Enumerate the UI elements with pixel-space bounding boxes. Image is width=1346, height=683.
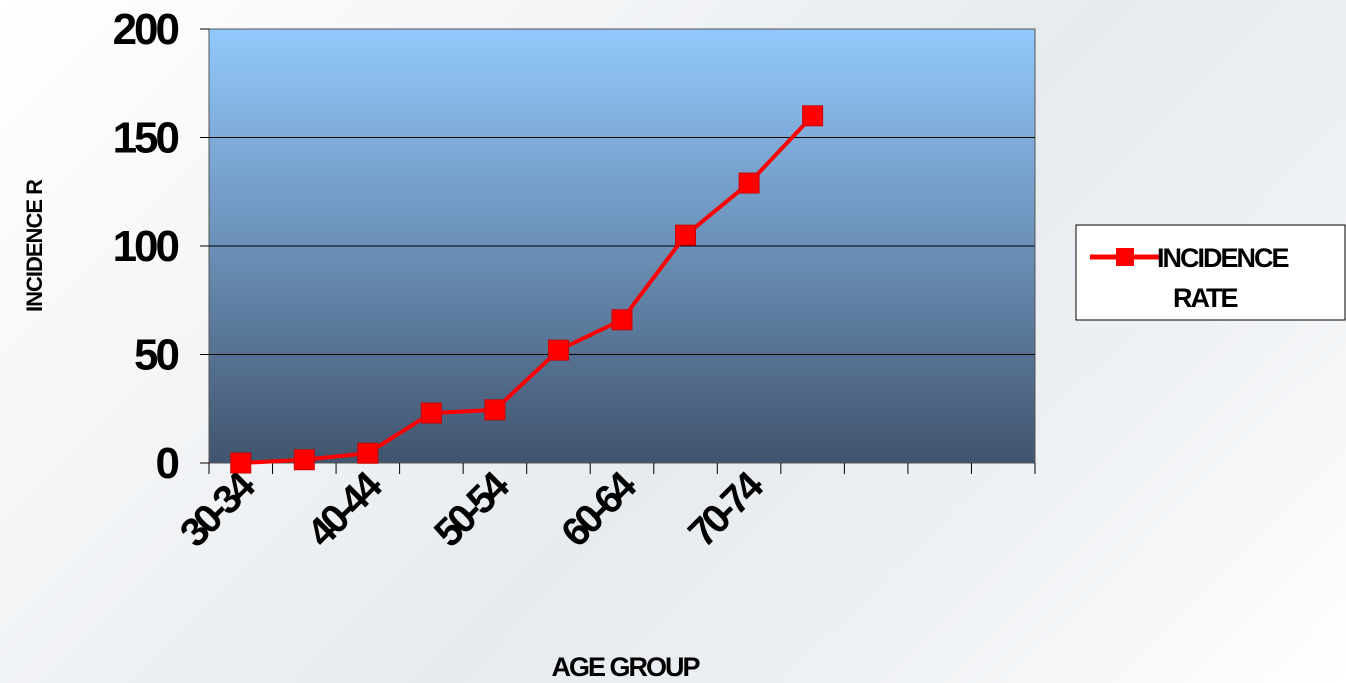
y-tick-label: 150 [113, 114, 179, 163]
x-axis-title: AGE GROUP [551, 652, 700, 682]
series-line [240, 114, 815, 465]
y-tick-label: 50 [134, 331, 178, 380]
x-tick-label: 30-34 [172, 463, 265, 556]
x-tick-label: 50-54 [426, 463, 519, 556]
data-point [738, 172, 760, 194]
y-axis-ticks: 0 50 100 150 200 [113, 5, 209, 488]
x-axis-ticks: 30-34 40-44 50-54 60-64 70-74 [172, 463, 1036, 556]
series-incidence-rate [230, 105, 824, 474]
data-point [547, 339, 569, 361]
x-tick-label: 70-74 [680, 463, 773, 556]
legend-marker [1116, 248, 1134, 266]
y-tick-label: 0 [156, 439, 179, 488]
y-tick-label: 200 [113, 5, 179, 54]
data-point [802, 105, 824, 127]
data-point [230, 452, 252, 474]
data-point [293, 449, 315, 471]
data-point [611, 309, 633, 331]
data-point [675, 224, 697, 246]
x-tick-label: 60-64 [553, 463, 646, 556]
legend: INCIDENCE RATE [1075, 224, 1346, 321]
legend-label-line-2: RATE [1173, 283, 1237, 313]
y-tick-label: 100 [113, 222, 179, 271]
y-axis-title: INCIDENCE R [22, 179, 47, 312]
gridlines [209, 137, 1035, 355]
x-tick-label: 40-44 [299, 463, 392, 556]
data-point [484, 399, 506, 421]
legend-label-line-1: INCIDENCE [1157, 243, 1289, 273]
data-point [420, 402, 442, 424]
data-point [357, 442, 379, 464]
legend-box [1075, 224, 1346, 321]
